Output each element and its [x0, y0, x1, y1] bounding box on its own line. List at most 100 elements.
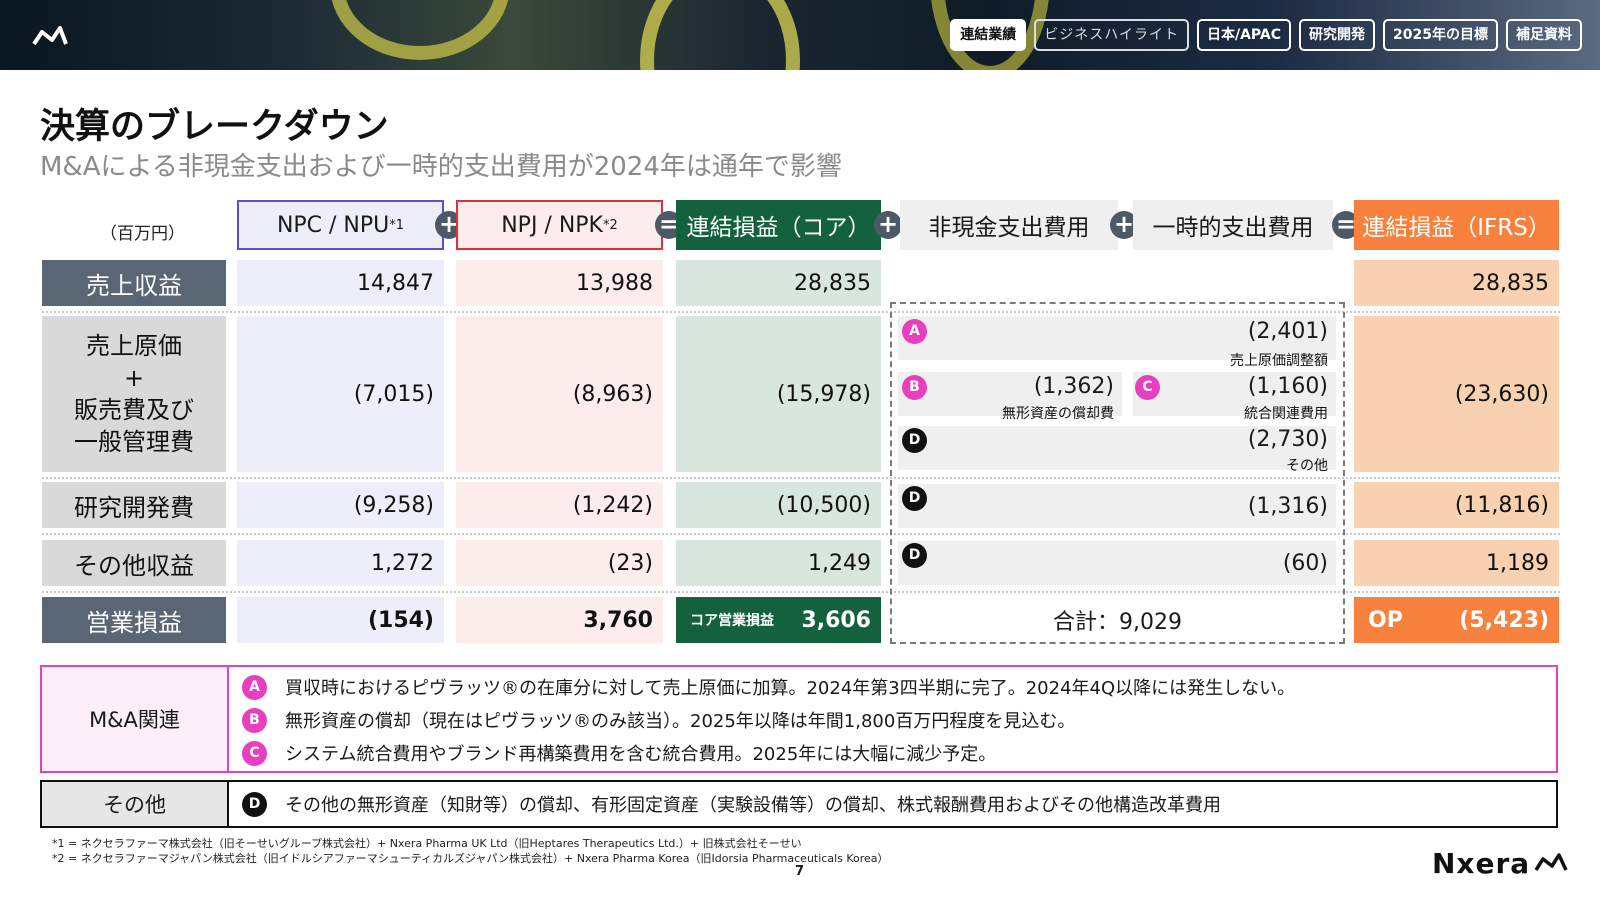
cell-op-npj: 3,760: [456, 597, 663, 643]
adjustments-total: 合計：9,029: [1053, 610, 1182, 635]
adjustment-a: [898, 316, 1336, 360]
note-label-other: その他: [42, 782, 229, 826]
adjustment-a-caption: 売上原価調整額: [1230, 353, 1328, 369]
cell-op-npc: (154): [237, 597, 444, 643]
row-divider: [42, 477, 1560, 479]
badge-c-icon: C: [1135, 375, 1160, 400]
cell-rnd-ifrs: (11,816): [1354, 482, 1559, 528]
note-item-b: B 無形資産の償却（現在はピヴラッツ®のみ該当）。2025年以降は年間1,800…: [242, 705, 1075, 735]
ifrs-op-label: OP: [1368, 607, 1403, 633]
cell-rnd-npj: (1,242): [456, 482, 663, 528]
page-number: 7: [795, 864, 805, 879]
row-label-rnd: 研究開発費: [42, 482, 226, 528]
cell-other-core: 1,249: [676, 540, 881, 586]
badge-c-icon: C: [242, 740, 267, 766]
adjustment-c-caption: 統合関連費用: [1244, 406, 1328, 422]
cell-other-npc: 1,272: [237, 540, 444, 586]
badge-a-icon: A: [902, 319, 927, 344]
adjustment-c: [1133, 372, 1336, 416]
cell-cogs-npj: (8,963): [456, 316, 663, 472]
nav-consolidated-results[interactable]: 連結業績: [950, 19, 1027, 51]
footnote-2: *2 = ネクセラファーマジャパン株式会社（旧イドルシアファーマシューティカルズ…: [52, 852, 889, 865]
note-text-a: 買収時におけるピヴラッツ®の在庫分に対して売上原価に加算。2024年第3四半期に…: [285, 678, 1296, 699]
note-text-d: その他の無形資産（知財等）の償却、有形固定資産（実験設備等）の償却、株式報酬費用…: [285, 795, 1221, 816]
adjustment-d1-caption: その他: [1286, 458, 1328, 474]
cell-rnd-core: (10,500): [676, 482, 881, 528]
badge-d-icon: D: [242, 791, 267, 817]
row-label-line: 一般管理費: [74, 428, 194, 456]
adjustment-c-value: (1,160): [1247, 374, 1328, 399]
adjustment-a-value: (2,401): [1247, 319, 1328, 344]
adjustment-b-caption: 無形資産の償却費: [1002, 406, 1114, 422]
nav-business-highlights[interactable]: ビジネスハイライト: [1034, 19, 1189, 51]
decorative-shape: [330, 0, 510, 60]
badge-a-icon: A: [242, 674, 267, 700]
note-text-c: システム統合費用やブランド再構築費用を含む統合費用。2025年には大幅に減少予定…: [285, 744, 997, 765]
adjustment-d-other-income: [898, 541, 1336, 585]
nav-rnd[interactable]: 研究開発: [1299, 19, 1376, 51]
cell-cogs-ifrs: (23,630): [1354, 316, 1559, 472]
plus-operator-icon: +: [874, 211, 902, 239]
cell-revenue-npj: 13,988: [456, 260, 663, 306]
core-op-value: 3,606: [801, 607, 871, 633]
footnote-ref-2: *2: [602, 217, 618, 233]
adjustment-d-rnd: [898, 484, 1336, 528]
cell-op-core: コア営業損益 3,606: [676, 597, 881, 643]
row-label-line: 販売費及び: [74, 396, 194, 424]
row-divider: [42, 311, 1560, 313]
cell-revenue-core: 28,835: [676, 260, 881, 306]
column-header-onetime: 一時的支出費用: [1133, 200, 1333, 250]
badge-d-icon: D: [902, 543, 927, 568]
row-label-operating-profit: 営業損益: [42, 597, 226, 643]
column-header-npc: NPC / NPU *1: [237, 200, 444, 250]
row-label-revenue: 売上収益: [42, 260, 226, 306]
note-item-a: A 買収時におけるピヴラッツ®の在庫分に対して売上原価に加算。2024年第3四半…: [242, 672, 1295, 702]
row-divider: [42, 591, 1560, 593]
column-header-ifrs: 連結損益（IFRS）: [1354, 200, 1559, 250]
page-subtitle: M&Aによる非現金支出および一時的支出費用が2024年は通年で影響: [40, 152, 842, 182]
column-header-npj: NPJ / NPK *2: [456, 200, 663, 250]
decorative-shape: [640, 0, 800, 70]
adjustment-d3-value: (60): [1282, 551, 1328, 576]
row-label-cogs-sga: 売上原価 + 販売費及び 一般管理費: [42, 316, 226, 472]
cell-rnd-npc: (9,258): [237, 482, 444, 528]
page-title: 決算のブレークダウン: [40, 107, 389, 147]
cell-other-npj: (23): [456, 540, 663, 586]
note-text-b: 無形資産の償却（現在はピヴラッツ®のみ該当）。2025年以降は年間1,800百万…: [285, 711, 1076, 732]
badge-b-icon: B: [902, 375, 927, 400]
adjustment-b: [898, 372, 1122, 416]
adjustment-d-other: [898, 426, 1336, 470]
column-header-npj-label: NPJ / NPK: [501, 212, 603, 238]
brand-wordmark: Nxera: [1432, 846, 1531, 880]
nxera-logo-icon: [32, 26, 68, 46]
note-box-other: その他 D その他の無形資産（知財等）の償却、有形固定資産（実験設備等）の償却、…: [40, 780, 1558, 828]
core-op-label: コア営業損益: [690, 613, 774, 629]
cell-cogs-npc: (7,015): [237, 316, 444, 472]
cell-revenue-npc: 14,847: [237, 260, 444, 306]
column-header-core: 連結損益（コア）: [676, 200, 881, 250]
nav-appendix[interactable]: 補足資料: [1506, 19, 1582, 51]
adjustment-b-value: (1,362): [1033, 374, 1114, 399]
row-divider: [42, 533, 1560, 535]
note-item-c: C システム統合費用やブランド再構築費用を含む統合費用。2025年には大幅に減少…: [242, 738, 996, 768]
row-label-other-income: その他収益: [42, 540, 226, 586]
column-header-noncash: 非現金支出費用: [900, 200, 1118, 250]
badge-d-icon: D: [902, 428, 927, 453]
cell-cogs-core: (15,978): [676, 316, 881, 472]
badge-d-icon: D: [902, 486, 927, 511]
adjustments-box: [890, 302, 1345, 644]
column-header-npc-label: NPC / NPU: [276, 212, 390, 238]
adjustment-d1-value: (2,730): [1247, 427, 1328, 452]
footnote-1: *1 = ネクセラファーマ株式会社（旧そーせいグループ株式会社）+ Nxera …: [52, 837, 802, 850]
footnote-ref-1: *1: [389, 217, 405, 233]
badge-b-icon: B: [242, 707, 267, 733]
adjustment-d2-value: (1,316): [1247, 494, 1328, 519]
nav-2025-goals[interactable]: 2025年の目標: [1383, 19, 1498, 51]
cell-revenue-ifrs: 28,835: [1354, 260, 1559, 306]
nav-japan-apac[interactable]: 日本/APAC: [1196, 19, 1292, 51]
nxera-logo: Nxera: [1432, 846, 1584, 880]
note-box-ma: M&A関連 A 買収時におけるピヴラッツ®の在庫分に対して売上原価に加算。202…: [40, 665, 1558, 773]
row-label-line: +: [123, 364, 145, 392]
unit-label: （百万円）: [100, 224, 185, 244]
ifrs-op-value: (5,423): [1459, 607, 1549, 633]
